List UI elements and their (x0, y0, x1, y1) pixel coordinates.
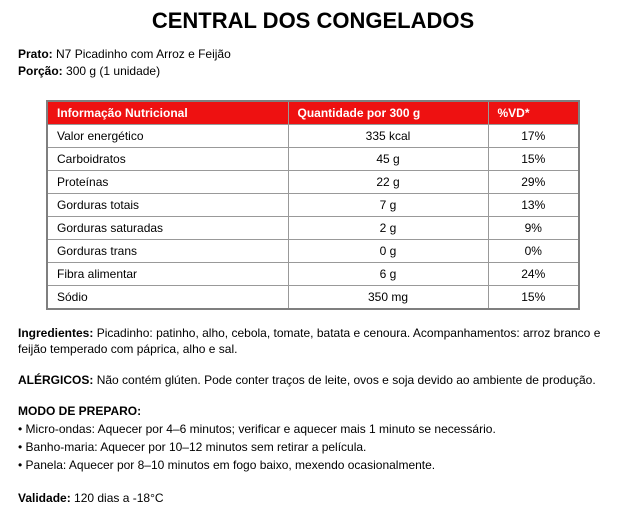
table-row: Proteínas 22 g 29% (46, 170, 580, 194)
preparation-item-text: Banho-maria: Aquecer por 10–12 minutos s… (25, 440, 367, 454)
nutrient-name-cell: Gorduras totais (46, 193, 289, 217)
nutrient-quantity-cell: 2 g (287, 216, 489, 240)
allergens-label: ALÉRGICOS: (18, 373, 94, 387)
preparation-item: • Micro-ondas: Aquecer por 4–6 minutos; … (18, 420, 608, 438)
nutrient-quantity-cell: 350 mg (287, 285, 489, 310)
allergens-text: Não contém glúten. Pode conter traços de… (96, 373, 596, 387)
nutrient-vd-cell: 15% (487, 147, 580, 171)
column-header-quantity: Quantidade por 300 g (287, 100, 489, 125)
bullet-glyph: • (18, 440, 23, 454)
nutrient-name-cell: Gorduras trans (46, 239, 289, 263)
nutrient-name-cell: Proteínas (46, 170, 289, 194)
preparation-item: • Panela: Aquecer por 8–10 minutos em fo… (18, 456, 608, 474)
nutrient-quantity-cell: 335 kcal (287, 124, 489, 148)
table-row: Gorduras trans 0 g 0% (46, 239, 580, 263)
nutrient-vd-cell: 17% (487, 124, 580, 148)
nutrition-table: Informação Nutricional Quantidade por 30… (46, 100, 580, 310)
portion-line: Porção: 300 g (1 unidade) (18, 63, 608, 80)
page-title: CENTRAL DOS CONGELADOS (151, 8, 475, 33)
preparation-item: • Banho-maria: Aquecer por 10–12 minutos… (18, 438, 608, 456)
nutrient-vd-cell: 15% (487, 285, 580, 310)
nutrient-vd-cell: 9% (487, 216, 580, 240)
table-row: Valor energético 335 kcal 17% (46, 124, 580, 148)
nutrient-quantity-cell: 7 g (287, 193, 489, 217)
validity-line: Validade: 120 dias a -18°C (18, 490, 608, 507)
dish-line: Prato: N7 Picadinho com Arroz e Feijão (18, 46, 608, 63)
nutrient-vd-cell: 24% (487, 262, 580, 286)
nutrient-vd-cell: 13% (487, 193, 580, 217)
nutrient-name-cell: Valor energético (46, 124, 289, 148)
ingredients-paragraph: Ingredientes: Picadinho: patinho, alho, … (18, 325, 608, 357)
nutrient-quantity-cell: 0 g (287, 239, 489, 263)
table-row: Fibra alimentar 6 g 24% (46, 262, 580, 286)
dish-value: N7 Picadinho com Arroz e Feijão (56, 47, 231, 61)
nutrient-quantity-cell: 6 g (287, 262, 489, 286)
table-row: Gorduras totais 7 g 13% (46, 193, 580, 217)
nutrient-name-cell: Fibra alimentar (46, 262, 289, 286)
preparation-item-text: Micro-ondas: Aquecer por 4–6 minutos; ve… (25, 422, 496, 436)
ingredients-text: Picadinho: patinho, alho, cebola, tomate… (18, 326, 601, 356)
preparation-list: • Micro-ondas: Aquecer por 4–6 minutos; … (18, 420, 608, 474)
dish-label: Prato: (18, 47, 53, 61)
nutrient-name-cell: Gorduras saturadas (46, 216, 289, 240)
table-header-row: Informação Nutricional Quantidade por 30… (46, 100, 580, 125)
nutrient-name-cell: Carboidratos (46, 147, 289, 171)
portion-value: 300 g (1 unidade) (66, 64, 161, 78)
bullet-glyph: • (18, 422, 23, 436)
nutrient-vd-cell: 0% (487, 239, 580, 263)
nutrient-name-cell: Sódio (46, 285, 289, 310)
ingredients-label: Ingredientes: (18, 326, 94, 340)
table-row: Carboidratos 45 g 15% (46, 147, 580, 171)
column-header-info: Informação Nutricional (46, 100, 289, 125)
nutrition-table-wrapper: Informação Nutricional Quantidade por 30… (46, 100, 580, 310)
bullet-glyph: • (18, 458, 23, 472)
validity-label: Validade: (18, 491, 71, 505)
preparation-heading: MODO DE PREPARO: (18, 404, 142, 418)
allergens-paragraph: ALÉRGICOS: Não contém glúten. Pode conte… (18, 372, 608, 388)
nutrient-vd-cell: 29% (487, 170, 580, 194)
preparation-item-text: Panela: Aquecer por 8–10 minutos em fogo… (25, 458, 436, 472)
portion-label: Porção: (18, 64, 63, 78)
table-row: Sódio 350 mg 15% (46, 285, 580, 310)
column-header-vd: %VD* (487, 100, 580, 125)
table-row: Gorduras saturadas 2 g 9% (46, 216, 580, 240)
validity-value: 120 dias a -18°C (74, 491, 164, 505)
nutrient-quantity-cell: 45 g (287, 147, 489, 171)
nutrient-quantity-cell: 22 g (287, 170, 489, 194)
nutrition-table-body: Valor energético 335 kcal 17% Carboidrat… (46, 124, 580, 310)
